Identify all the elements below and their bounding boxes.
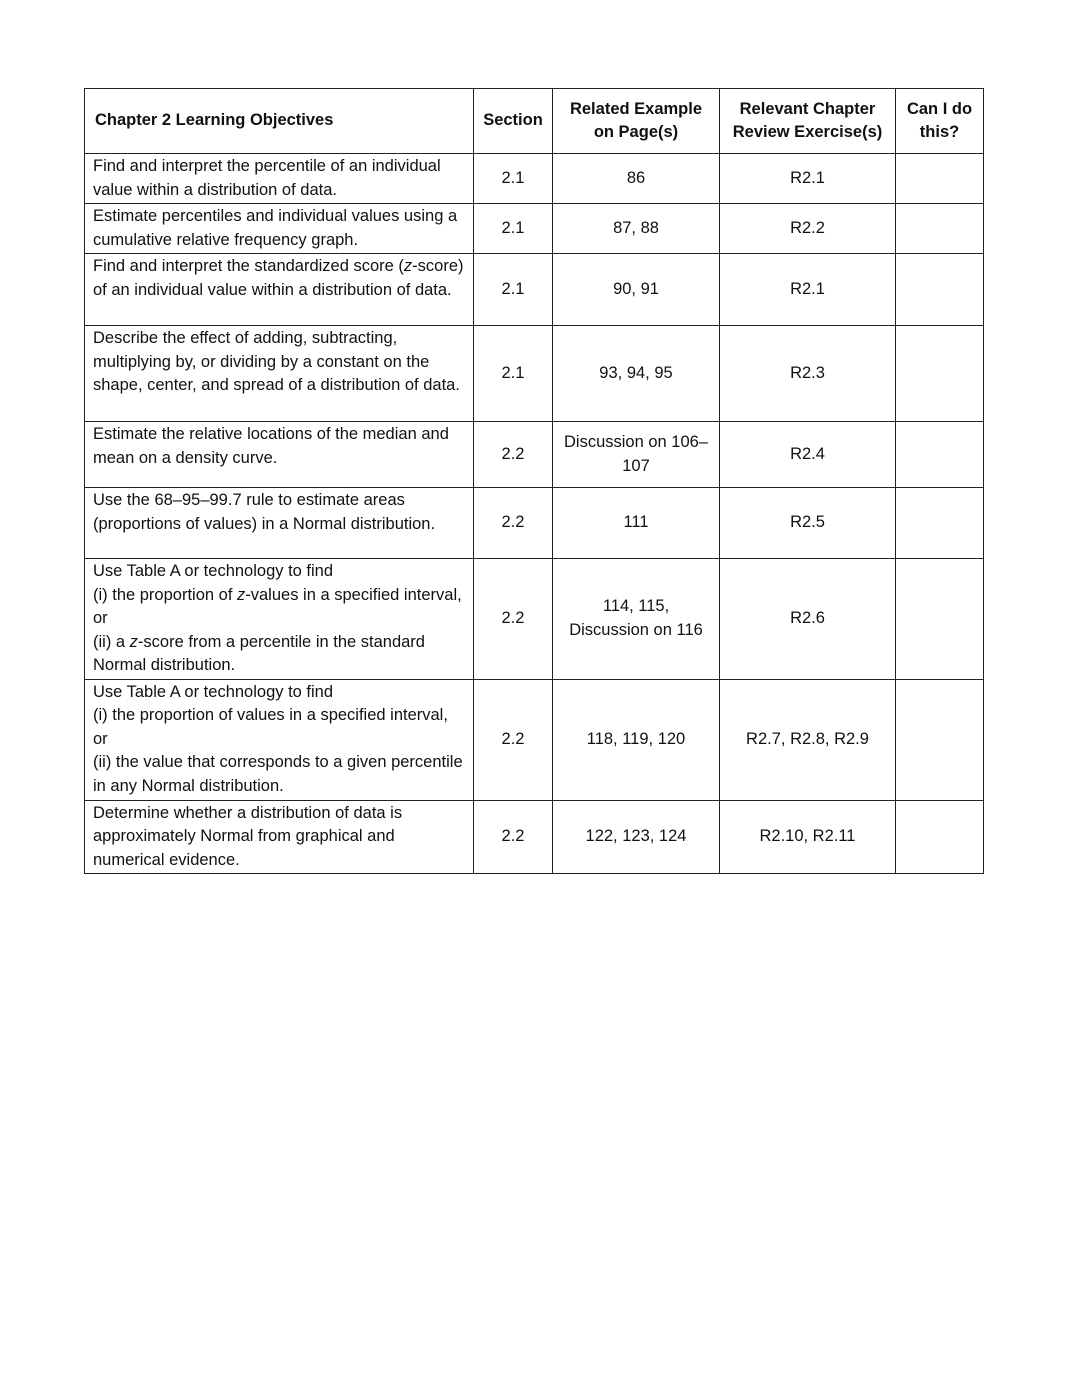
- cell-section: 2.2: [473, 558, 553, 680]
- cell-cando[interactable]: [895, 558, 984, 680]
- cell-section: 2.1: [473, 153, 553, 204]
- table-row: Determine whether a distribution of data…: [84, 799, 984, 874]
- cell-section: 2.1: [473, 325, 553, 422]
- cell-objective: Use Table A or technology to find (i) the…: [84, 678, 474, 801]
- table-row: Find and interpret the percentile of an …: [84, 153, 984, 204]
- cell-objective: Find and interpret the percentile of an …: [84, 153, 474, 204]
- table-row: Estimate percentiles and individual valu…: [84, 203, 984, 254]
- cell-section: 2.1: [473, 253, 553, 326]
- cell-review: R2.1: [719, 253, 896, 326]
- cell-section: 2.2: [473, 421, 553, 488]
- header-objectives: Chapter 2 Learning Objectives: [84, 88, 474, 154]
- cell-cando[interactable]: [895, 678, 984, 801]
- cell-review: R2.6: [719, 558, 896, 680]
- cell-objective: Use Table A or technology to find (i) the…: [84, 558, 474, 680]
- cell-example: 93, 94, 95: [552, 325, 720, 422]
- cell-example: 111: [552, 487, 720, 559]
- cell-example: 87, 88: [552, 203, 720, 254]
- header-example: Related Example on Page(s): [552, 88, 720, 154]
- cell-cando[interactable]: [895, 487, 984, 559]
- cell-review: R2.1: [719, 153, 896, 204]
- header-review: Relevant Chapter Review Exercise(s): [719, 88, 896, 154]
- header-row: Chapter 2 Learning Objectives Section Re…: [84, 88, 984, 154]
- cell-cando[interactable]: [895, 421, 984, 488]
- cell-cando[interactable]: [895, 153, 984, 204]
- cell-review: R2.5: [719, 487, 896, 559]
- cell-section: 2.2: [473, 487, 553, 559]
- cell-review: R2.2: [719, 203, 896, 254]
- table-row: Estimate the relative locations of the m…: [84, 421, 984, 488]
- cell-example: 122, 123, 124: [552, 799, 720, 874]
- cell-example: 86: [552, 153, 720, 204]
- cell-objective: Estimate the relative locations of the m…: [84, 421, 474, 488]
- cell-section: 2.2: [473, 799, 553, 874]
- header-section: Section: [473, 88, 553, 154]
- table-row: Use Table A or technology to find (i) the…: [84, 558, 984, 680]
- cell-review: R2.10, R2.11: [719, 799, 896, 874]
- cell-section: 2.2: [473, 678, 553, 801]
- cell-review: R2.7, R2.8, R2.9: [719, 678, 896, 801]
- table-row: Use Table A or technology to find (i) the…: [84, 678, 984, 801]
- cell-cando[interactable]: [895, 253, 984, 326]
- table-row: Describe the effect of adding, subtracti…: [84, 325, 984, 422]
- cell-example: 118, 119, 120: [552, 678, 720, 801]
- cell-cando[interactable]: [895, 799, 984, 874]
- cell-example: 114, 115, Discussion on 116: [552, 558, 720, 680]
- cell-objective: Estimate percentiles and individual valu…: [84, 203, 474, 254]
- cell-objective: Describe the effect of adding, subtracti…: [84, 325, 474, 422]
- cell-example: Discussion on 106–107: [552, 421, 720, 488]
- cell-objective: Find and interpret the standardized scor…: [84, 253, 474, 326]
- learning-objectives-table: Chapter 2 Learning Objectives Section Re…: [84, 88, 984, 874]
- cell-example: 90, 91: [552, 253, 720, 326]
- table-row: Find and interpret the standardized scor…: [84, 253, 984, 326]
- cell-section: 2.1: [473, 203, 553, 254]
- header-cando: Can I do this?: [895, 88, 984, 154]
- cell-cando[interactable]: [895, 325, 984, 422]
- cell-review: R2.3: [719, 325, 896, 422]
- cell-review: R2.4: [719, 421, 896, 488]
- cell-objective: Use the 68–95–99.7 rule to estimate area…: [84, 487, 474, 559]
- cell-objective: Determine whether a distribution of data…: [84, 799, 474, 874]
- cell-cando[interactable]: [895, 203, 984, 254]
- table-row: Use the 68–95–99.7 rule to estimate area…: [84, 487, 984, 559]
